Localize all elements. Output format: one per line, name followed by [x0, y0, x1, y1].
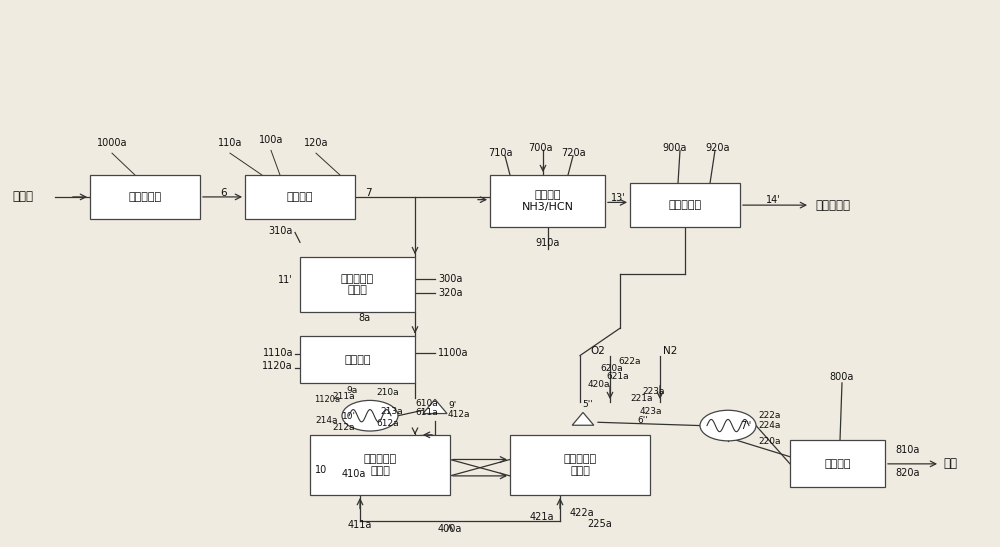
Text: 6'': 6'' — [637, 416, 648, 424]
FancyBboxPatch shape — [90, 175, 200, 219]
FancyBboxPatch shape — [630, 183, 740, 227]
Text: 920a: 920a — [706, 143, 730, 153]
Text: 110a: 110a — [218, 138, 242, 148]
Text: 100a: 100a — [259, 135, 283, 145]
Text: 水煤浆气化: 水煤浆气化 — [128, 192, 162, 202]
Text: 热量回收: 热量回收 — [344, 354, 371, 365]
Text: 300a: 300a — [438, 274, 462, 284]
Text: 水煤浆: 水煤浆 — [12, 190, 33, 203]
Text: 激冷洗涤: 激冷洗涤 — [287, 192, 313, 202]
Text: 11': 11' — [278, 275, 293, 285]
Text: 700a: 700a — [528, 143, 552, 153]
Text: 13': 13' — [611, 193, 625, 203]
Text: 1100a: 1100a — [438, 348, 468, 358]
Text: 910a: 910a — [536, 238, 560, 248]
Text: 422a: 422a — [570, 508, 594, 517]
Text: 800a: 800a — [830, 373, 854, 382]
Text: 8a: 8a — [358, 313, 370, 323]
Text: 720a: 720a — [562, 148, 586, 158]
Text: N2: N2 — [663, 346, 677, 356]
Text: 7: 7 — [365, 188, 371, 197]
Text: 循环流化床
再生段: 循环流化床 再生段 — [563, 454, 597, 476]
Text: 611a: 611a — [415, 409, 438, 417]
Text: 410a: 410a — [342, 469, 366, 479]
Text: 710a: 710a — [488, 148, 512, 158]
FancyBboxPatch shape — [790, 440, 885, 487]
Text: 400a: 400a — [438, 524, 462, 534]
Text: 621a: 621a — [606, 372, 629, 381]
Text: 硫酸: 硫酸 — [943, 457, 957, 470]
Polygon shape — [423, 399, 447, 414]
Text: 222a: 222a — [758, 411, 780, 420]
Text: 225a: 225a — [588, 519, 612, 529]
Text: 610a: 610a — [415, 399, 438, 408]
Polygon shape — [572, 412, 594, 425]
FancyBboxPatch shape — [310, 435, 450, 495]
Text: 310a: 310a — [269, 226, 293, 236]
FancyBboxPatch shape — [300, 257, 415, 312]
Text: 可再生脱
NH3/HCN: 可再生脱 NH3/HCN — [522, 190, 574, 212]
Text: 14': 14' — [766, 195, 780, 205]
Text: 1000a: 1000a — [97, 138, 127, 148]
Text: 6: 6 — [221, 188, 227, 197]
Text: 214a: 214a — [316, 416, 338, 424]
Text: 合成气冷却: 合成气冷却 — [668, 200, 702, 210]
Text: 212a: 212a — [332, 423, 355, 432]
Text: 220a: 220a — [758, 438, 780, 446]
Text: 10': 10' — [342, 412, 356, 421]
Text: O2: O2 — [590, 346, 605, 356]
Text: 612a: 612a — [376, 420, 399, 428]
FancyBboxPatch shape — [300, 336, 415, 383]
Text: 7'': 7'' — [740, 421, 751, 430]
Text: 900a: 900a — [663, 143, 687, 153]
Text: 1120a: 1120a — [262, 362, 293, 371]
FancyBboxPatch shape — [245, 175, 355, 219]
Text: 120a: 120a — [304, 138, 328, 148]
Text: 421a: 421a — [530, 512, 554, 522]
Text: 5'': 5'' — [582, 400, 593, 409]
Text: 绝热耐硫变
换反应: 绝热耐硫变 换反应 — [341, 274, 374, 295]
Text: 硫酸装置: 硫酸装置 — [824, 458, 851, 469]
Text: 423a: 423a — [640, 407, 662, 416]
Text: 411a: 411a — [348, 520, 372, 530]
Text: 1120a: 1120a — [314, 395, 340, 404]
Text: 820a: 820a — [895, 468, 920, 478]
Circle shape — [700, 410, 756, 441]
Text: 320a: 320a — [438, 288, 462, 298]
FancyBboxPatch shape — [490, 175, 605, 227]
Circle shape — [342, 400, 398, 431]
Text: 9a: 9a — [347, 386, 358, 395]
Text: 420a: 420a — [588, 380, 610, 389]
Text: 10: 10 — [315, 465, 327, 475]
Text: 循环流化床
脱硫段: 循环流化床 脱硫段 — [363, 454, 397, 476]
Text: 221a: 221a — [630, 394, 652, 403]
Text: 9': 9' — [448, 401, 456, 410]
Text: 224a: 224a — [758, 421, 780, 430]
Text: 620a: 620a — [600, 364, 623, 373]
Text: 810a: 810a — [895, 445, 919, 455]
Text: 1110a: 1110a — [262, 348, 293, 358]
Text: 210a: 210a — [376, 388, 399, 397]
Text: 412a: 412a — [448, 410, 471, 419]
Text: 213a: 213a — [380, 407, 403, 416]
Text: 脱硫合成气: 脱硫合成气 — [815, 199, 850, 212]
Text: 211a: 211a — [332, 392, 355, 401]
FancyBboxPatch shape — [510, 435, 650, 495]
Text: 223a: 223a — [642, 387, 664, 395]
Text: 622a: 622a — [618, 357, 640, 365]
